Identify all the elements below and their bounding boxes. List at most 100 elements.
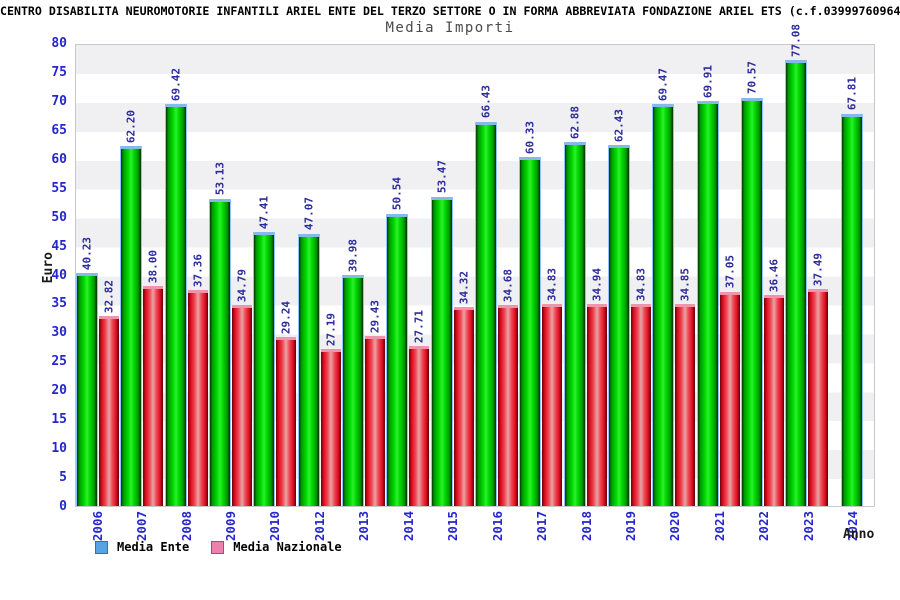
x-tick-2015: 2015 xyxy=(445,511,461,542)
bar-group-2020: 69.47 34.85 xyxy=(652,45,696,506)
bar-value-label: 69.42 xyxy=(169,68,183,102)
x-cell-2016: 2016 xyxy=(475,511,519,549)
x-tick-2023: 2023 xyxy=(800,511,816,542)
legend-marker-media-ente-icon xyxy=(95,540,108,554)
x-cell-2020: 2020 xyxy=(653,511,697,549)
x-tick-2022: 2022 xyxy=(756,511,772,542)
bar-media-ente-2012: 47.07 xyxy=(298,197,319,506)
y-tick-10: 10 xyxy=(51,441,67,457)
y-tick-15: 15 xyxy=(51,412,67,428)
bar-value-label: 62.43 xyxy=(612,108,626,142)
bar-group-2017: 60.33 34.83 xyxy=(519,45,563,506)
y-tick-35: 35 xyxy=(51,296,67,312)
bar-group-2016: 66.43 34.68 xyxy=(475,45,519,506)
bar-value-label: 32.82 xyxy=(102,279,116,314)
y-tick-45: 45 xyxy=(51,238,67,254)
bar-groups: 40.23 32.82 62.20 38.00 69.42 37.36 53.13 34.79… xyxy=(76,24,874,506)
bar-value-label: 34.32 xyxy=(457,271,471,305)
bar-media-nazionale-2006: 32.82 xyxy=(99,280,120,506)
bar-media-ente-2021: 69.91 xyxy=(697,65,718,506)
bar-media-ente-2020: 69.47 xyxy=(653,68,674,506)
bar-media-ente-2016: 66.43 xyxy=(476,85,497,506)
chart-title: Media Importi xyxy=(385,20,515,36)
x-tick-2020: 2020 xyxy=(667,511,683,542)
bar-value-label: 27.71 xyxy=(412,309,426,343)
y-tick-75: 75 xyxy=(51,64,67,80)
bar-media-nazionale-2015: 34.32 xyxy=(453,271,474,506)
x-tick-2012: 2012 xyxy=(311,511,327,542)
y-tick-60: 60 xyxy=(51,151,67,167)
x-tick-2013: 2013 xyxy=(356,511,372,542)
bar-value-label: 34.79 xyxy=(235,268,249,302)
x-cell-2017: 2017 xyxy=(519,511,563,549)
x-tick-2007: 2007 xyxy=(134,511,150,542)
bar-media-ente-2017: 60.33 xyxy=(520,121,541,506)
bar-value-label: 29.24 xyxy=(279,300,293,334)
bar-media-ente-2013: 39.98 xyxy=(343,239,364,506)
bar-value-label: 62.88 xyxy=(568,105,582,140)
y-tick-30: 30 xyxy=(51,325,67,341)
x-tick-2008: 2008 xyxy=(178,511,194,542)
bar-value-label: 39.98 xyxy=(346,238,360,272)
y-axis-label-euro: Euro xyxy=(41,252,56,284)
y-axis-tick-labels: 0 5 10 15 20 25 30 35 40 45 50 55 60 65 70 75 80 xyxy=(0,36,70,514)
x-tick-2019: 2019 xyxy=(622,511,638,542)
bar-value-label: 47.07 xyxy=(302,197,316,231)
legend-item-media-nazionale: Media Nazionale xyxy=(211,540,342,554)
bar-media-nazionale-2012: 27.19 xyxy=(320,313,341,506)
bar-group-2008: 69.42 37.36 xyxy=(165,45,209,506)
bar-value-label: 34.83 xyxy=(634,268,648,302)
bar-media-nazionale-2020: 34.85 xyxy=(675,268,696,506)
x-cell-2018: 2018 xyxy=(564,511,608,549)
bar-media-ente-2014: 50.54 xyxy=(387,177,408,506)
bar-group-2022: 70.57 36.46 xyxy=(741,45,785,506)
bar-media-ente-2009: 53.13 xyxy=(210,162,231,506)
y-tick-65: 65 xyxy=(51,122,67,138)
bar-value-label: 37.49 xyxy=(811,252,825,287)
bar-group-2024: 67.81 xyxy=(830,45,874,506)
bar-media-nazionale-2021: 37.05 xyxy=(719,255,740,506)
x-cell-2015: 2015 xyxy=(431,511,475,549)
x-cell-2021: 2021 xyxy=(697,511,741,549)
bar-value-label: 27.19 xyxy=(324,312,338,346)
x-tick-2017: 2017 xyxy=(534,511,550,542)
x-cell-2022: 2022 xyxy=(742,511,786,549)
x-cell-2019: 2019 xyxy=(608,511,652,549)
bar-group-2009: 53.13 34.79 xyxy=(209,45,253,506)
bar-media-nazionale-2017: 34.83 xyxy=(542,268,563,506)
y-tick-25: 25 xyxy=(51,354,67,370)
bar-value-label: 62.20 xyxy=(124,109,138,144)
bar-media-ente-2008: 69.42 xyxy=(165,68,186,506)
bar-group-2023: 77.08 37.49 xyxy=(785,24,829,506)
bar-value-label: 34.83 xyxy=(545,268,559,302)
x-tick-2010: 2010 xyxy=(267,511,283,542)
bar-media-nazionale-2019: 34.83 xyxy=(631,268,652,506)
bar-media-nazionale-2014: 27.71 xyxy=(409,310,430,506)
plot-area: 40.23 32.82 62.20 38.00 69.42 37.36 53.13 34.79… xyxy=(75,24,875,507)
x-cell-2023: 2023 xyxy=(786,511,830,549)
bar-media-ente-2018: 62.88 xyxy=(564,106,585,506)
bar-value-label: 38.00 xyxy=(146,249,160,284)
bar-value-label: 34.68 xyxy=(501,269,515,303)
bar-value-label: 53.13 xyxy=(213,162,227,196)
bar-value-label: 34.94 xyxy=(590,267,604,301)
bar-group-2018: 62.88 34.94 xyxy=(564,45,608,506)
bar-value-label: 60.33 xyxy=(523,120,537,154)
y-tick-5: 5 xyxy=(59,470,67,486)
bar-media-nazionale-2016: 34.68 xyxy=(498,269,519,506)
bar-media-nazionale-2018: 34.94 xyxy=(586,268,607,506)
bar-value-label: 69.91 xyxy=(701,65,715,99)
bar-media-ente-2006: 40.23 xyxy=(77,237,98,506)
bar-group-2015: 53.47 34.32 xyxy=(431,45,475,506)
bar-group-2014: 50.54 27.71 xyxy=(386,45,430,506)
x-tick-2006: 2006 xyxy=(89,511,105,542)
bar-group-2006: 40.23 32.82 xyxy=(76,45,120,506)
bar-value-label: 67.81 xyxy=(845,77,859,111)
bar-media-nazionale-2023: 37.49 xyxy=(808,253,829,506)
bar-media-ente-2015: 53.47 xyxy=(431,160,452,506)
bar-media-ente-2010: 47.41 xyxy=(254,196,275,506)
bar-value-label: 77.08 xyxy=(789,23,803,57)
bar-group-2012: 47.07 27.19 xyxy=(298,45,342,506)
y-tick-80: 80 xyxy=(51,36,67,51)
bar-media-ente-2024: 67.81 xyxy=(841,77,862,506)
